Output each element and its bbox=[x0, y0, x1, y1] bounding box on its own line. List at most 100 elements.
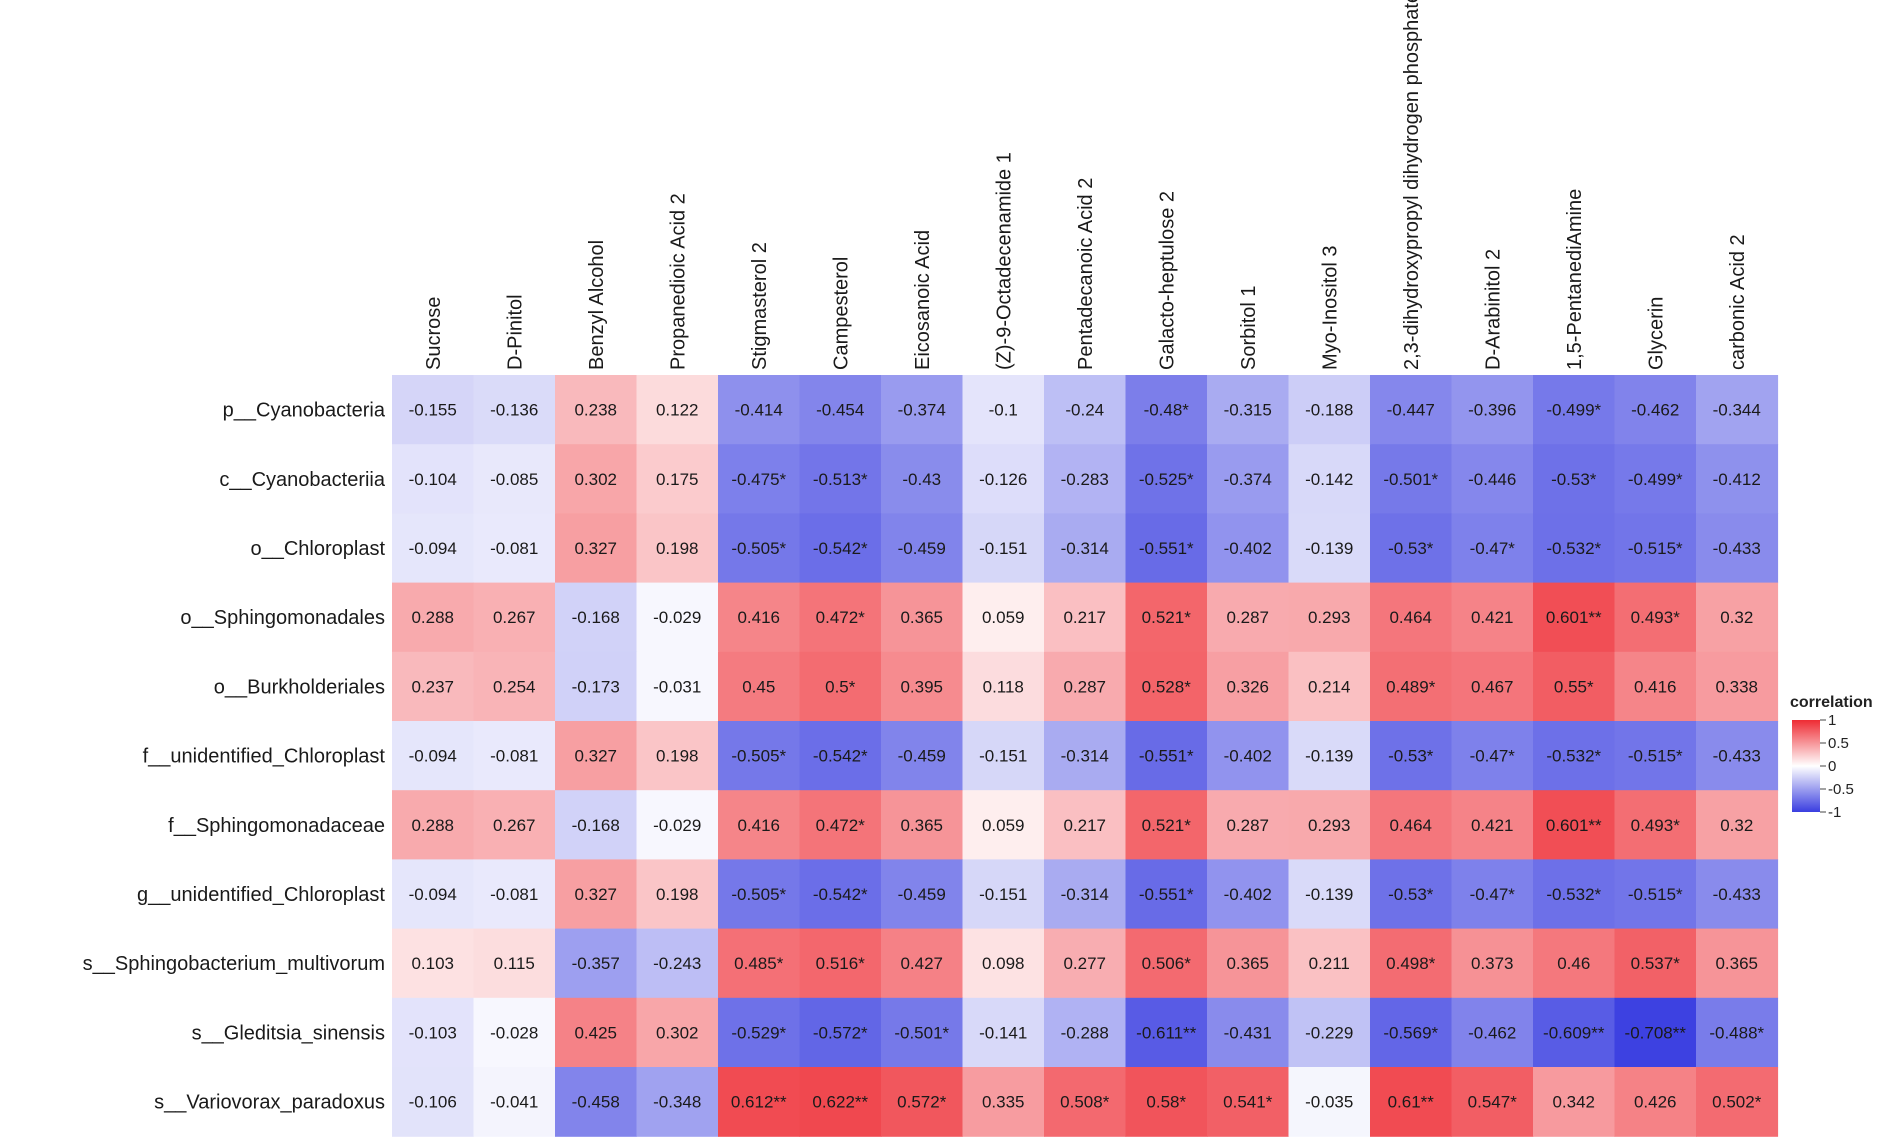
heatmap-cell bbox=[1044, 582, 1127, 653]
heatmap-cell bbox=[1207, 721, 1290, 791]
cell-value-label: 0.122 bbox=[656, 401, 699, 420]
cell-value-label: -0.501* bbox=[1383, 470, 1438, 489]
heatmap-cell bbox=[392, 375, 475, 445]
heatmap-cell bbox=[1370, 444, 1453, 514]
cell-value-label: -0.47* bbox=[1470, 539, 1516, 558]
heatmap-cell bbox=[962, 1067, 1045, 1137]
cell-value-label: -0.402 bbox=[1224, 539, 1272, 558]
cell-value-label: -0.532* bbox=[1546, 747, 1601, 766]
heatmap-cell bbox=[1614, 997, 1697, 1068]
heatmap-cell bbox=[718, 997, 801, 1068]
cell-value-label: -0.374 bbox=[1224, 470, 1272, 489]
legend-title: correlation bbox=[1790, 694, 1873, 711]
heatmap-cell bbox=[555, 721, 638, 791]
cell-value-label: -0.462 bbox=[1631, 401, 1679, 420]
heatmap-cell bbox=[1451, 1067, 1534, 1137]
heatmap-cell bbox=[1370, 513, 1453, 584]
heatmap-cell bbox=[555, 375, 638, 445]
heatmap-cell bbox=[881, 513, 964, 584]
heatmap-cell bbox=[392, 721, 475, 791]
heatmap-cell bbox=[392, 1067, 475, 1137]
heatmap-cell bbox=[1614, 651, 1697, 722]
column-label: 1,5-PentanediAmine bbox=[1564, 189, 1586, 370]
cell-value-label: 0.217 bbox=[1063, 816, 1106, 835]
cell-value-label: 0.059 bbox=[982, 816, 1025, 835]
heatmap-cell bbox=[718, 444, 801, 514]
cell-value-label: -0.412 bbox=[1713, 470, 1761, 489]
heatmap-cell bbox=[1288, 928, 1371, 999]
heatmap-cell bbox=[881, 721, 964, 791]
cell-value-label: 0.521* bbox=[1142, 608, 1192, 627]
heatmap-cell bbox=[636, 375, 719, 445]
heatmap-cell bbox=[1288, 790, 1371, 860]
cell-value-label: -0.243 bbox=[653, 954, 701, 973]
heatmap-cell bbox=[1288, 997, 1371, 1068]
cell-value-label: -0.031 bbox=[653, 677, 701, 696]
heatmap-cell bbox=[1696, 997, 1779, 1068]
heatmap-cell bbox=[1125, 375, 1208, 445]
cell-value-label: -0.431 bbox=[1224, 1023, 1272, 1042]
heatmap-cell bbox=[881, 1067, 964, 1137]
cell-value-label: -0.53* bbox=[1388, 885, 1434, 904]
heatmap-cell bbox=[473, 375, 556, 445]
heatmap-cell bbox=[1288, 1067, 1371, 1137]
heatmap-cell bbox=[1696, 513, 1779, 584]
cell-value-label: -0.229 bbox=[1305, 1023, 1353, 1042]
heatmap-cell bbox=[473, 928, 556, 999]
cell-value-label: -0.499* bbox=[1546, 401, 1601, 420]
cell-value-label: 0.472* bbox=[816, 816, 866, 835]
heatmap-cell bbox=[1044, 1067, 1127, 1137]
heatmap-cell bbox=[881, 790, 964, 860]
cell-value-label: -0.103 bbox=[409, 1023, 457, 1042]
column-label: D-Arabinitol 2 bbox=[1482, 249, 1504, 370]
cell-value-label: -0.459 bbox=[898, 747, 946, 766]
cell-value-label: 0.365 bbox=[1715, 954, 1758, 973]
heatmap-cell bbox=[962, 997, 1045, 1068]
cell-value-label: 0.572* bbox=[897, 1093, 947, 1112]
cell-value-label: 0.098 bbox=[982, 954, 1025, 973]
heatmap-cell bbox=[1533, 444, 1616, 514]
column-label: Myo-Inositol 3 bbox=[1319, 246, 1341, 371]
cell-value-label: -0.081 bbox=[490, 539, 538, 558]
cell-value-label: -0.139 bbox=[1305, 747, 1353, 766]
heatmap-cell bbox=[1370, 582, 1453, 653]
cell-value-label: 0.365 bbox=[900, 608, 943, 627]
cell-value-label: -0.402 bbox=[1224, 885, 1272, 904]
heatmap-cell bbox=[1125, 1067, 1208, 1137]
heatmap-cell bbox=[1288, 582, 1371, 653]
heatmap-cell bbox=[962, 513, 1045, 584]
cell-value-label: 0.472* bbox=[816, 608, 866, 627]
column-label: Sorbitol 1 bbox=[1238, 286, 1260, 371]
cell-value-label: 0.421 bbox=[1471, 816, 1514, 835]
cell-value-label: -0.414 bbox=[735, 401, 783, 420]
heatmap-cell bbox=[1533, 997, 1616, 1068]
column-labels: Sucrose D-Pinitol Benzyl Alcohol Propanedio… bbox=[423, 0, 1749, 370]
cell-value-label: 0.287 bbox=[1226, 608, 1269, 627]
cell-value-label: -0.314 bbox=[1061, 747, 1109, 766]
heatmap-cell bbox=[1207, 375, 1290, 445]
cell-value-label: -0.396 bbox=[1468, 401, 1516, 420]
heatmap-cell bbox=[1044, 651, 1127, 722]
cell-value-label: 0.416 bbox=[737, 816, 780, 835]
heatmap-cell bbox=[1044, 859, 1127, 930]
heatmap-cell bbox=[1288, 513, 1371, 584]
heatmap-cell bbox=[1533, 790, 1616, 860]
heatmap-cell bbox=[799, 651, 882, 722]
column-label: 2,3-dihydroxypropyl dihydrogen phosphate bbox=[1401, 0, 1423, 370]
heatmap-cell bbox=[636, 651, 719, 722]
heatmap-cell bbox=[962, 928, 1045, 999]
cell-value-label: 0.489* bbox=[1386, 677, 1436, 696]
cell-value-label: -0.542* bbox=[813, 747, 868, 766]
heatmap-cell-labels: -0.155 -0.136 0.238 0.122 -0.414 -0.454 -0.374… bbox=[409, 401, 1765, 1112]
heatmap-cell bbox=[1614, 444, 1697, 514]
row-label: o__Burkholderiales bbox=[214, 676, 385, 698]
cell-value-label: 0.327 bbox=[574, 885, 617, 904]
cell-value-label: -0.168 bbox=[572, 608, 620, 627]
heatmap-cell bbox=[1614, 790, 1697, 860]
heatmap-cell bbox=[473, 651, 556, 722]
heatmap-cell bbox=[1533, 1067, 1616, 1137]
heatmap-cell bbox=[1533, 859, 1616, 930]
cell-value-label: -0.572* bbox=[813, 1023, 868, 1042]
cell-value-label: -0.454 bbox=[816, 401, 864, 420]
heatmap-cell bbox=[1125, 444, 1208, 514]
